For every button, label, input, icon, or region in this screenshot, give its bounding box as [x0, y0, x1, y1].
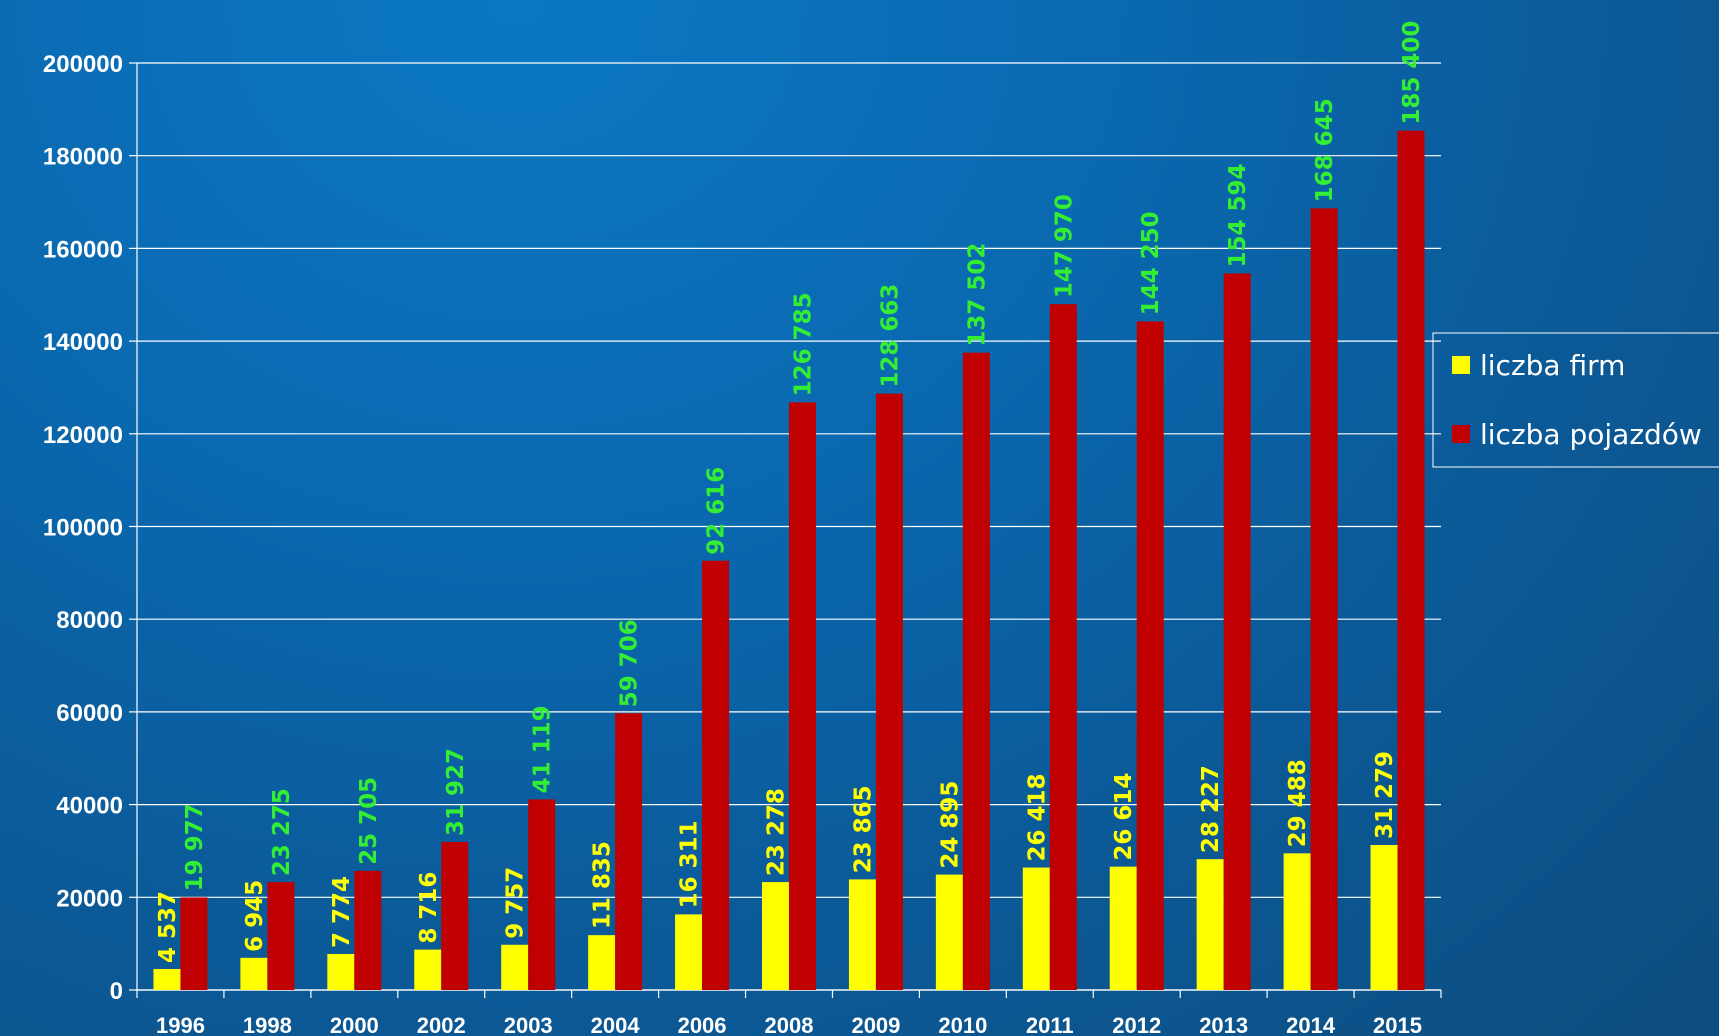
data-label-firm: 16 311 [677, 820, 703, 908]
bar-liczba-firm [1196, 859, 1224, 990]
bar-liczba-pojazdow [354, 870, 382, 990]
bar-liczba-firm [1022, 867, 1050, 990]
data-label-firm: 11 835 [590, 841, 616, 929]
x-tick-label: 1996 [156, 1013, 205, 1036]
x-tick-label: 2003 [504, 1013, 553, 1036]
bar-liczba-pojazdow [528, 799, 556, 990]
bar-liczba-firm [153, 968, 181, 990]
x-tick-label: 2012 [1112, 1013, 1161, 1036]
bar-liczba-firm [501, 944, 529, 990]
x-tick-label: 2014 [1286, 1013, 1336, 1036]
y-tick-label: 160000 [43, 236, 123, 263]
bar-liczba-pojazdow [615, 713, 643, 990]
bar-liczba-pojazdow [789, 402, 816, 990]
data-label-pojazdow: 59 706 [617, 619, 643, 707]
data-label-pojazdow: 25 705 [356, 777, 382, 865]
y-tick-label: 40000 [56, 793, 123, 820]
data-label-firm: 26 614 [1111, 773, 1137, 861]
data-label-firm: 31 279 [1372, 751, 1398, 839]
bar-liczba-firm [1283, 853, 1311, 990]
bar-liczba-pojazdow [1049, 304, 1077, 990]
bar-liczba-firm [848, 879, 876, 990]
bar-liczba-firm [414, 949, 442, 990]
bar-liczba-firm [327, 953, 355, 990]
data-label-pojazdow: 23 275 [269, 788, 295, 876]
data-label-pojazdow: 19 977 [182, 803, 208, 891]
bar-liczba-firm [935, 874, 963, 990]
x-tick-label: 2011 [1026, 1013, 1074, 1036]
data-label-pojazdow: 137 502 [964, 243, 990, 347]
data-label-pojazdow: 185 400 [1399, 21, 1425, 125]
bar-liczba-pojazdow [1136, 321, 1164, 990]
y-tick-label: 0 [110, 978, 123, 1005]
bar-liczba-pojazdow [702, 560, 730, 990]
bar-liczba-firm [240, 957, 268, 990]
legend-label-firm: liczba firm [1480, 349, 1625, 382]
data-label-firm: 6 945 [242, 880, 268, 952]
bar-liczba-pojazdow [180, 897, 208, 990]
x-tick-label: 2015 [1373, 1013, 1422, 1036]
data-label-firm: 24 895 [937, 781, 963, 869]
y-tick-label: 140000 [43, 329, 123, 356]
x-tick-label: 2004 [591, 1013, 641, 1036]
y-tick-label: 80000 [56, 607, 123, 634]
y-tick-label: 100000 [43, 515, 123, 542]
x-tick-label: 2002 [417, 1013, 466, 1036]
y-tick-label: 20000 [56, 885, 123, 912]
data-label-pojazdow: 92 616 [704, 467, 730, 555]
bar-liczba-pojazdow [875, 393, 903, 991]
bar-liczba-pojazdow [267, 882, 295, 990]
bar-liczba-firm [675, 914, 703, 990]
data-label-pojazdow: 41 119 [530, 705, 556, 793]
x-tick-label: 1998 [243, 1013, 292, 1036]
bar-liczba-pojazdow [1310, 208, 1338, 990]
legend-swatch-pojazdow [1452, 425, 1470, 443]
x-tick-label: 2010 [938, 1013, 987, 1036]
x-tick-label: 2000 [330, 1013, 379, 1036]
bar-liczba-pojazdow [962, 352, 990, 990]
y-axis: 0 20000 40000 60000 80000 100000 120000 140000 1… [43, 51, 138, 1005]
bar-liczba-pojazdow [1397, 130, 1425, 990]
data-label-pojazdow: 154 594 [1225, 163, 1251, 267]
data-label-pojazdow: 144 250 [1138, 211, 1164, 315]
data-label-firm: 23 278 [764, 788, 790, 876]
y-tick-label: 60000 [56, 700, 123, 727]
data-label-firm: 29 488 [1285, 759, 1311, 847]
legend-label-pojazdow: liczba pojazdów [1480, 418, 1702, 451]
bar-liczba-firm [762, 882, 789, 990]
legend-box [1432, 332, 1719, 468]
data-label-pojazdow: 147 970 [1051, 194, 1077, 298]
x-tick-label: 2009 [851, 1013, 900, 1036]
y-tick-label: 200000 [43, 51, 123, 78]
bar-liczba-firm [588, 935, 616, 990]
data-label-firm: 4 537 [155, 891, 181, 963]
data-label-pojazdow: 31 927 [443, 748, 469, 836]
legend: liczba firm liczba pojazdów [1432, 332, 1719, 468]
x-axis: 1996 1998 2000 2002 2003 2004 2006 2008 2009 2010… [136, 989, 1442, 1036]
y-tick-label: 120000 [43, 422, 123, 449]
x-tick-label: 2008 [765, 1013, 814, 1036]
data-label-pojazdow: 128 663 [877, 284, 903, 388]
data-label-firm: 7 774 [329, 876, 355, 948]
data-label-firm: 28 227 [1198, 765, 1224, 853]
bar-liczba-firm [1109, 866, 1137, 990]
data-label-firm: 8 716 [416, 872, 442, 944]
bar-liczba-pojazdow [441, 842, 469, 990]
bar-liczba-firm [1370, 845, 1398, 990]
x-tick-label: 2006 [678, 1013, 727, 1036]
legend-swatch-firm [1452, 356, 1470, 374]
bar-liczba-pojazdow [1223, 273, 1251, 991]
data-label-firm: 26 418 [1024, 774, 1050, 862]
data-label-firm: 23 865 [850, 785, 876, 873]
data-label-firm: 9 757 [503, 867, 529, 939]
data-label-pojazdow: 168 645 [1312, 98, 1338, 202]
x-tick-label: 2013 [1199, 1013, 1248, 1036]
bars [153, 130, 1425, 991]
y-tick-label: 180000 [43, 144, 123, 171]
data-label-pojazdow: 126 785 [791, 292, 817, 396]
